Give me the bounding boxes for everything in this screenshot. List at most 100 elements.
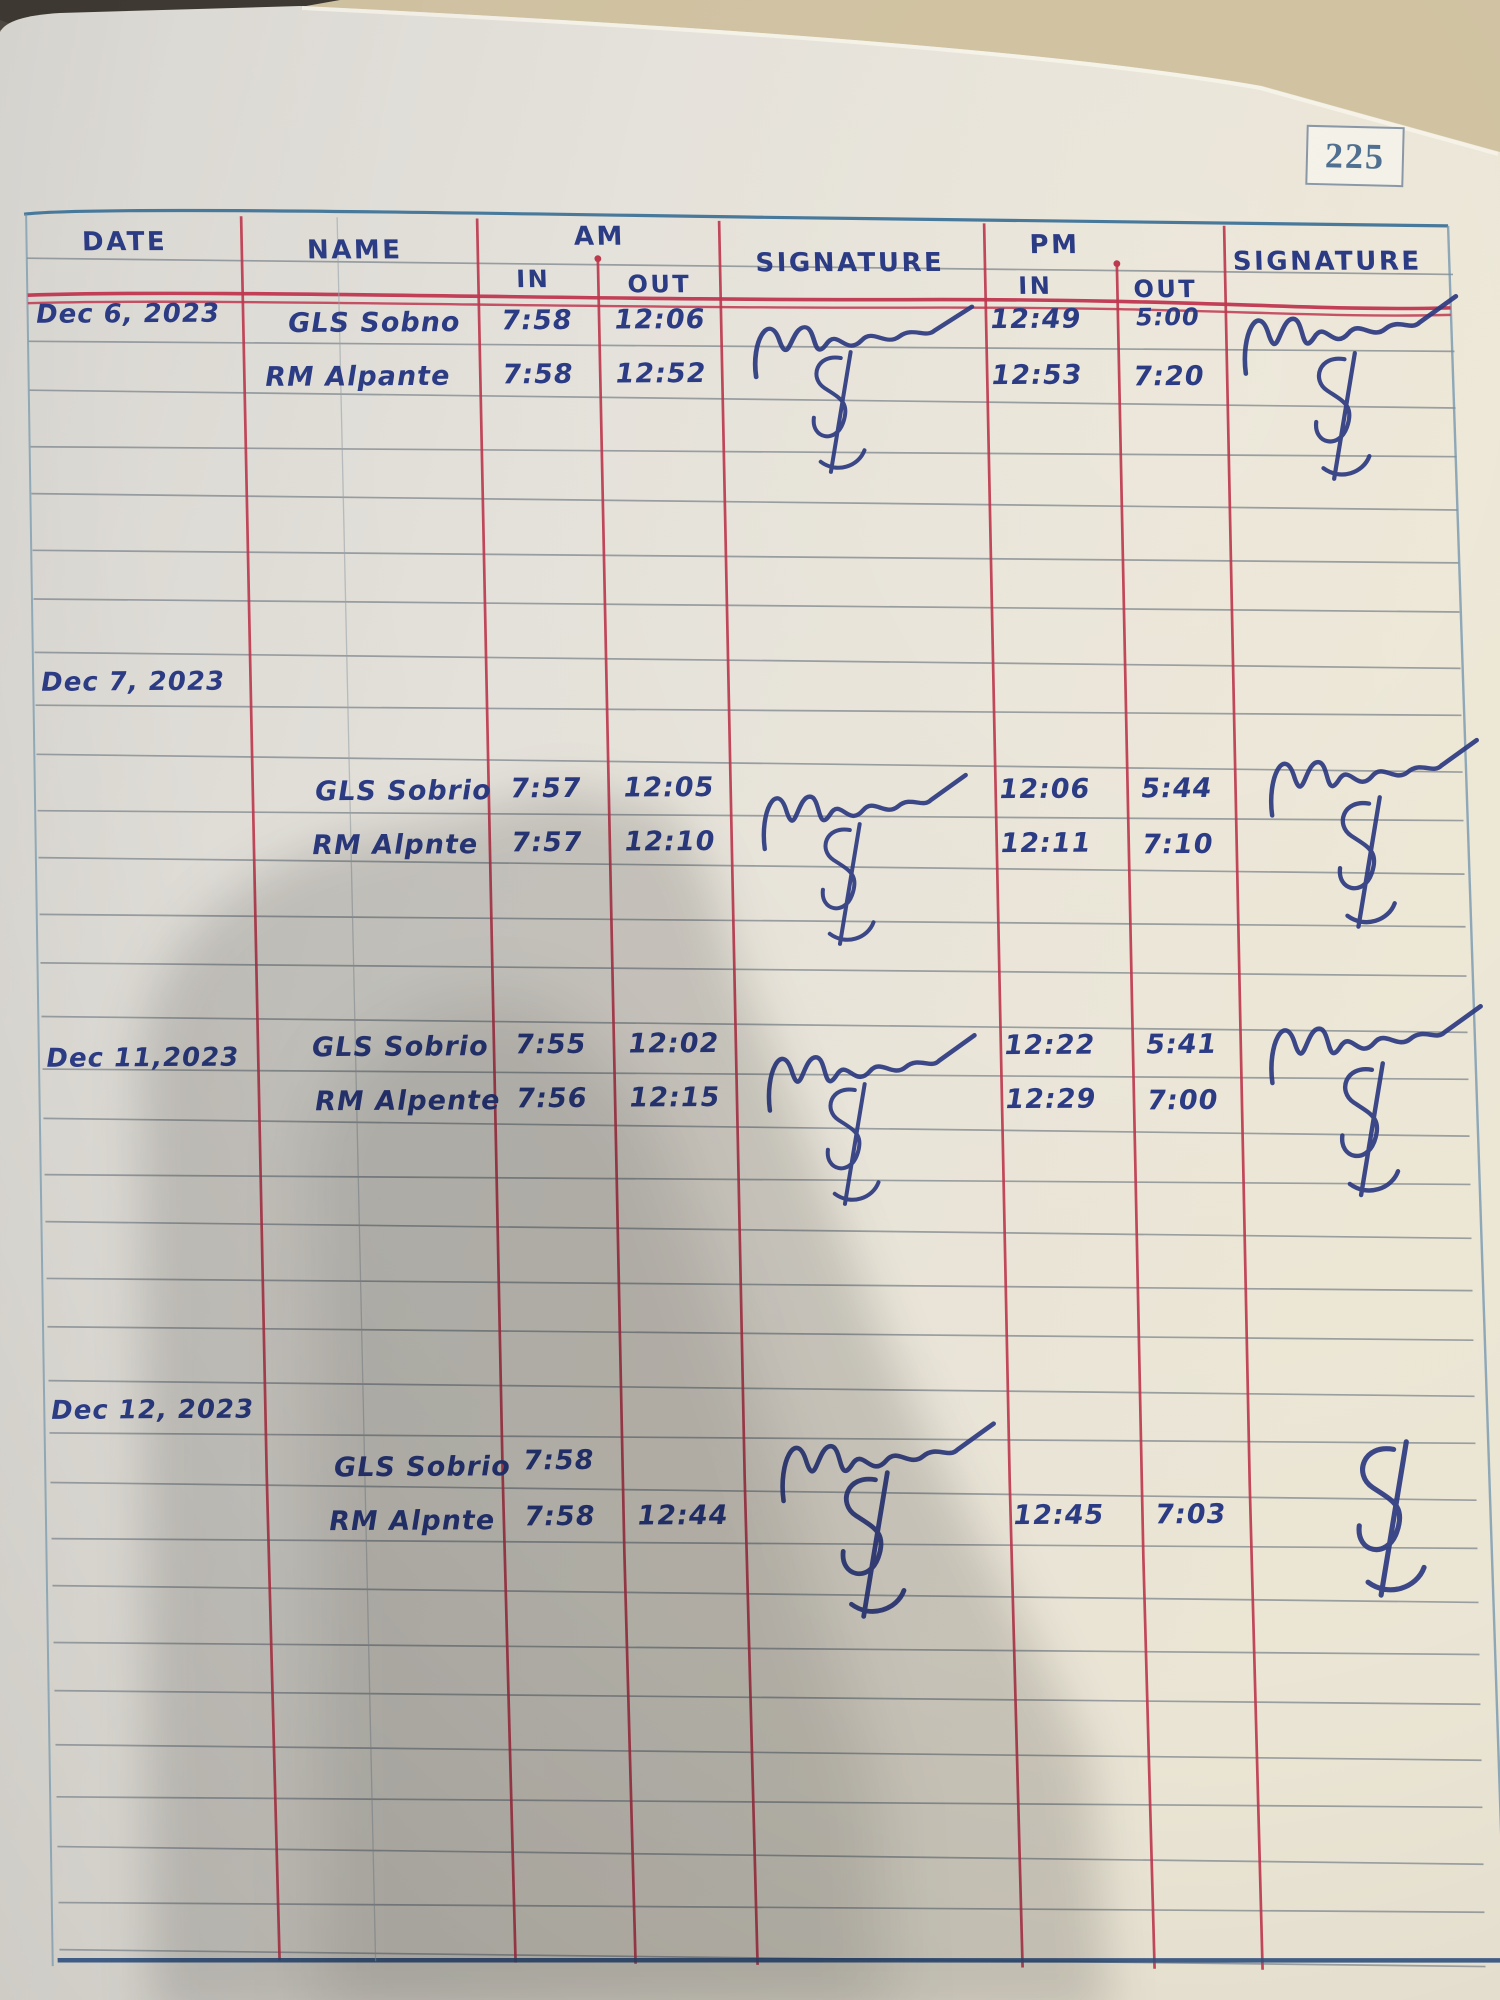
pm-out-cell: 5:44 (1140, 772, 1214, 805)
rule-line (56, 1795, 1483, 1809)
am-in-cell: 7:58 (500, 304, 574, 337)
am-in-cell: 7:57 (510, 826, 584, 859)
rule-line (44, 1173, 1471, 1186)
rule-line (34, 651, 1461, 670)
header-pm-in: IN (1017, 271, 1053, 300)
rule-line (49, 1432, 1476, 1445)
name-cell: RM Alpante (264, 360, 451, 393)
rule-line (42, 1068, 1469, 1081)
am-out-cell: 12:06 (614, 303, 707, 336)
name-cell: GLS Sobrio (333, 1451, 512, 1484)
rule-line (37, 809, 1464, 822)
date-cell: Dec 12, 2023 (50, 1394, 255, 1426)
rule-line (46, 1277, 1473, 1292)
header-signature-pm: SIGNATURE (1232, 246, 1423, 277)
am-out-cell: 12:05 (622, 771, 715, 804)
rule-line (36, 753, 1463, 773)
rule-line (45, 1220, 1472, 1240)
header-signature-am: SIGNATURE (755, 248, 945, 279)
pm-in-cell: 12:29 (1004, 1083, 1097, 1116)
page-number: 225 (1324, 135, 1386, 177)
rule-line (57, 1845, 1484, 1866)
signature-am-dec6 (754, 305, 975, 474)
rule-line (39, 913, 1466, 928)
pm-out-cell: 5:41 (1145, 1028, 1218, 1061)
rule-line (48, 1379, 1475, 1398)
right-border-line (1446, 225, 1500, 1965)
red-column-divider (1222, 225, 1264, 1970)
date-cell: Dec 7, 2023 (40, 666, 226, 698)
rule-line (58, 1901, 1485, 1914)
header-red-line-2 (27, 300, 1451, 317)
name-cell: GLS Sobno (287, 307, 461, 340)
am-in-cell: 7:58 (523, 1500, 597, 1533)
am-out-cell: 12:10 (624, 825, 717, 858)
rule-line (40, 962, 1467, 977)
am-in-cell: 7:55 (514, 1028, 588, 1061)
signature-pm-dec6 (1244, 294, 1460, 480)
date-cell: Dec 6, 2023 (35, 298, 221, 330)
signature-pm-dec11 (1270, 1004, 1484, 1196)
rule-line (31, 492, 1458, 511)
rule-line (53, 1641, 1480, 1656)
bottom-border-line (57, 1957, 1500, 1964)
rule-line (55, 1743, 1482, 1762)
rule-line (43, 1117, 1470, 1137)
rule-line (32, 549, 1459, 564)
signature-am-dec7 (763, 773, 969, 945)
top-border-line (23, 208, 1449, 228)
name-cell: GLS Sobrio (311, 1031, 490, 1064)
pm-in-cell: 12:53 (991, 359, 1084, 392)
pm-in-cell: 12:06 (998, 773, 1091, 806)
rule-line (41, 1015, 1468, 1034)
header-pm-out: OUT (1133, 275, 1198, 304)
am-in-cell: 7:56 (515, 1082, 589, 1115)
name-cell: RM Alpnte (311, 829, 479, 862)
rule-line (30, 445, 1457, 458)
pm-in-cell: 12:22 (1003, 1029, 1096, 1062)
rule-line (38, 856, 1465, 876)
header-name: NAME (306, 235, 403, 266)
am-out-cell: 12:02 (627, 1028, 720, 1060)
name-cell: GLS Sobrio (314, 775, 493, 808)
rule-line (51, 1537, 1478, 1550)
rule-line (47, 1325, 1474, 1342)
header-red-line-1 (27, 291, 1451, 311)
am-out-cell: 12:44 (636, 1500, 729, 1532)
rule-line (35, 704, 1462, 717)
am-out-cell: 12:52 (615, 357, 708, 390)
pm-divider-tick (1113, 260, 1121, 268)
table-borders (23, 208, 1500, 1967)
am-in-cell: 7:58 (522, 1444, 596, 1477)
am-in-cell: 7:57 (509, 772, 583, 805)
am-divider-tick (594, 255, 602, 263)
header-am-out: OUT (627, 270, 692, 299)
rule-line (50, 1481, 1477, 1502)
am-in-cell: 7:58 (501, 358, 575, 391)
pm-in-cell: 12:11 (999, 827, 1092, 860)
pm-out-cell: 7:03 (1154, 1498, 1227, 1531)
pm-in-cell: 12:49 (989, 303, 1082, 336)
red-column-divider (239, 216, 281, 1961)
pm-out-cell: 5:00 (1135, 302, 1201, 332)
signature-am-dec12 (781, 1422, 997, 1618)
pm-out-cell: 7:10 (1141, 828, 1215, 861)
signature-pm-dec7 (1270, 738, 1480, 928)
name-cell: RM Alpnte (328, 1505, 496, 1538)
header-date: DATE (81, 227, 168, 258)
header-am-in: IN (515, 265, 551, 294)
left-border-line (25, 214, 54, 1967)
am-out-cell: 12:15 (628, 1082, 721, 1114)
ruling-lines (26, 257, 1486, 1968)
pm-out-cell: 7:00 (1146, 1084, 1220, 1117)
pm-out-cell: 7:20 (1132, 360, 1206, 393)
date-cell: Dec 11,2023 (45, 1042, 240, 1074)
header-am: AM (573, 221, 626, 252)
name-cell: RM Alpente (314, 1085, 501, 1118)
page-number-box: 225 (1305, 124, 1405, 188)
rule-line (33, 598, 1460, 613)
rule-line (52, 1584, 1479, 1604)
